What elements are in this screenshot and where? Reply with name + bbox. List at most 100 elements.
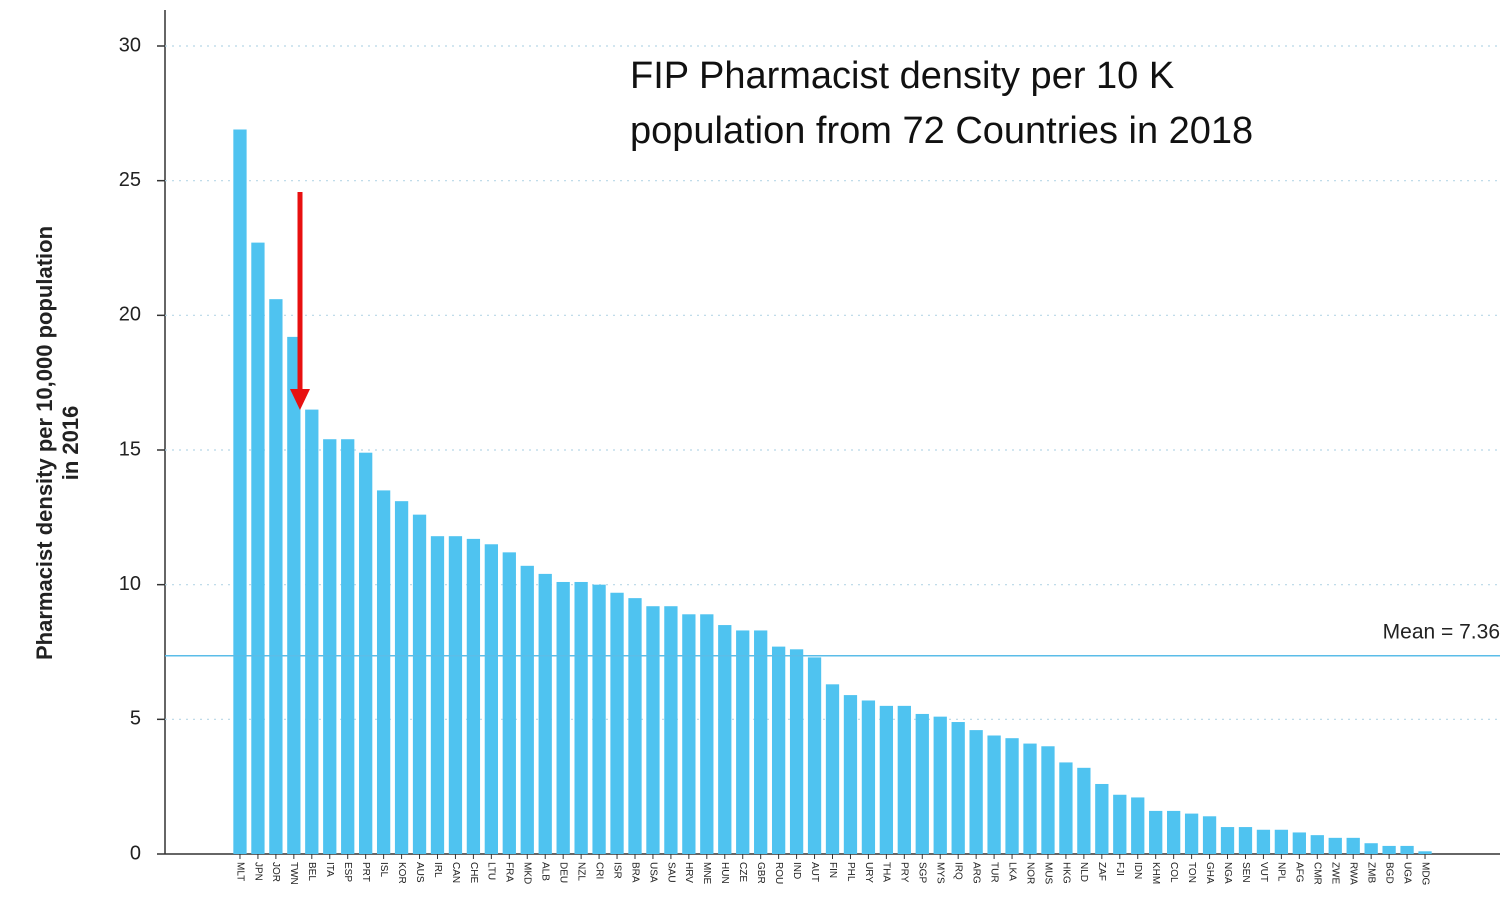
x-tick-label: CZE <box>737 862 748 882</box>
x-tick-label: JOR <box>270 862 281 882</box>
x-tick-label: FRA <box>504 862 515 882</box>
bar <box>412 514 427 854</box>
bar <box>969 730 983 854</box>
x-tick-label: RWA <box>1348 862 1359 885</box>
bar <box>879 705 894 854</box>
x-tick-label: ROU <box>773 862 784 884</box>
x-tick-label: MLT <box>234 862 245 881</box>
x-tick-label: IRQ <box>953 862 964 880</box>
bar <box>1364 843 1378 854</box>
bar <box>520 565 534 854</box>
bar <box>1292 832 1306 854</box>
x-tick-label: FJI <box>1114 862 1125 876</box>
x-tick-label: NZL <box>575 862 586 881</box>
x-tick-label: BRA <box>629 862 640 883</box>
x-tick-label: ZMB <box>1366 862 1377 883</box>
bar <box>341 439 355 854</box>
x-tick-label: PHL <box>845 862 856 882</box>
bar <box>1149 810 1163 854</box>
x-tick-label: CAN <box>450 862 461 883</box>
x-tick-label: NGA <box>1222 862 1233 884</box>
bar <box>736 630 750 854</box>
bar <box>1202 816 1217 854</box>
x-tick-label: MKD <box>522 862 533 884</box>
y-tick-label: 30 <box>119 34 141 56</box>
x-tick-label: KHM <box>1150 862 1161 884</box>
x-tick-label: AUS <box>414 862 425 883</box>
bar <box>825 684 840 854</box>
bar <box>1167 810 1181 854</box>
bar <box>1041 746 1055 854</box>
bar <box>861 700 876 854</box>
bar <box>574 581 588 854</box>
bar <box>376 490 391 854</box>
x-tick-label: MUS <box>1042 862 1053 885</box>
x-tick-label: TWN <box>288 862 299 885</box>
chart-title: FIP Pharmacist density per 10 K <box>630 55 1174 97</box>
x-tick-label: DEU <box>558 862 569 883</box>
x-tick-label: IRL <box>432 862 443 878</box>
bar <box>448 536 463 854</box>
arrow <box>290 192 310 410</box>
bar <box>718 625 732 854</box>
bar <box>287 336 301 854</box>
x-tick-label: CRI <box>593 862 604 879</box>
bar <box>987 735 1001 854</box>
x-tick-label: NPL <box>1276 862 1287 882</box>
bar <box>1077 767 1091 854</box>
x-tick-label: ESP <box>342 862 353 882</box>
bar <box>1418 851 1432 854</box>
bar <box>789 649 804 854</box>
x-tick-label: URY <box>863 862 874 883</box>
bar <box>1382 845 1396 854</box>
x-tick-label: AUT <box>809 862 820 882</box>
bar <box>664 606 678 854</box>
x-tick-label: ISR <box>611 862 622 879</box>
bar <box>394 501 409 854</box>
x-tick-label: NLD <box>1078 862 1089 882</box>
x-tick-label: ARG <box>971 862 982 884</box>
bar <box>1131 797 1145 854</box>
bar <box>1005 738 1019 854</box>
bar <box>1400 845 1414 854</box>
bar <box>502 552 516 854</box>
bar <box>233 129 247 854</box>
x-tick-label: COL <box>1168 862 1179 883</box>
x-tick-label: FIN <box>827 862 838 878</box>
bar <box>592 584 606 854</box>
x-tick-label: MDG <box>1419 862 1430 886</box>
x-tick-label: ALB <box>540 862 551 881</box>
x-tick-label: SAU <box>665 862 676 883</box>
x-tick-label: BEL <box>306 862 317 881</box>
y-tick-label: 10 <box>119 573 141 595</box>
x-tick-label: JPN <box>252 862 263 881</box>
bar <box>466 538 481 854</box>
chart-title: population from 72 Countries in 2018 <box>630 110 1253 152</box>
bar <box>1274 829 1289 854</box>
bar <box>1220 827 1235 854</box>
x-tick-label: GBR <box>755 862 766 884</box>
bar <box>843 695 858 854</box>
bar <box>1059 762 1073 854</box>
bar <box>1238 827 1253 854</box>
bar <box>1095 783 1109 854</box>
x-tick-label: HRV <box>683 862 694 883</box>
bar <box>951 722 965 854</box>
x-tick-label: IND <box>791 862 802 879</box>
bar <box>1023 743 1037 854</box>
x-tick-label: KOR <box>396 862 407 884</box>
x-tick-label: ISL <box>378 862 389 877</box>
bar <box>1346 837 1360 854</box>
x-tick-label: MNE <box>701 862 712 885</box>
bar <box>1113 794 1127 854</box>
bar <box>484 544 498 854</box>
bar <box>933 716 947 854</box>
y-tick-label: 0 <box>130 842 141 864</box>
bar <box>807 657 822 854</box>
x-tick-label: VUT <box>1258 862 1269 882</box>
x-tick-label: HKG <box>1060 862 1071 884</box>
x-tick-label: LTU <box>486 862 497 880</box>
bar <box>1310 835 1324 854</box>
x-tick-label: GHA <box>1204 862 1215 884</box>
mean-label: Mean = 7.36 <box>1383 620 1500 643</box>
